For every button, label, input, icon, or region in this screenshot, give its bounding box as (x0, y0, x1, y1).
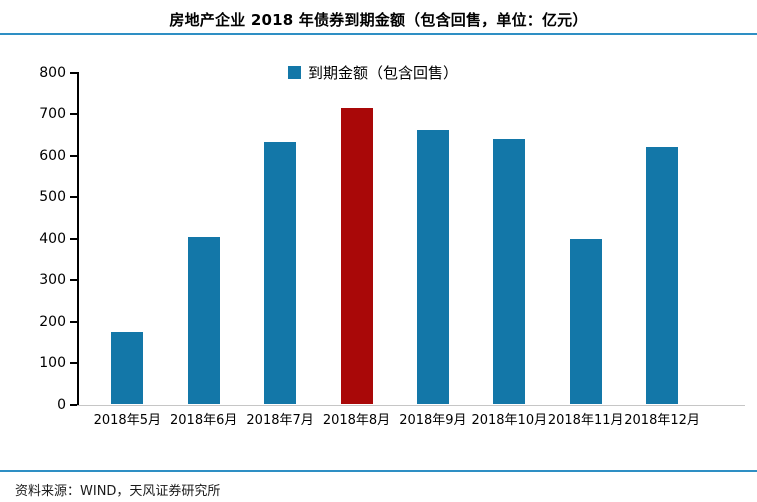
y-axis-tick (70, 113, 77, 116)
y-axis-tick-label: 500 (39, 189, 66, 206)
chart-legend: 到期金额（包含回售） (287, 62, 459, 83)
bar-2018年11月 (569, 239, 602, 405)
bar-2018年12月 (646, 147, 679, 405)
y-axis-tick (70, 279, 77, 282)
y-axis-tick-label: 800 (39, 64, 66, 81)
bar-2018年10月 (493, 138, 526, 405)
x-axis-label: 2018年11月 (547, 413, 624, 428)
y-axis-tick-label: 300 (39, 272, 66, 289)
y-axis-tick (70, 362, 77, 365)
y-axis-tick-label: 200 (39, 313, 66, 330)
y-axis-tick (70, 196, 77, 199)
legend-label: 到期金额（包含回售） (307, 64, 459, 82)
y-axis-tick (70, 320, 77, 323)
y-axis-tick (70, 71, 77, 74)
y-axis-tick-label: 400 (39, 230, 66, 247)
title-divider (0, 33, 757, 35)
x-axis-label: 2018年12月 (624, 413, 700, 428)
y-axis-tick (70, 237, 77, 240)
y-axis-tick-label: 700 (39, 106, 66, 123)
bar-2018年7月 (264, 141, 297, 405)
bar-2018年9月 (416, 129, 449, 405)
x-axis-baseline (77, 404, 745, 406)
x-axis-label: 2018年5月 (93, 413, 161, 428)
chart-title: 房地产企业 2018 年债券到期金额（包含回售，单位：亿元） (169, 11, 588, 29)
x-axis-label: 2018年10月 (471, 413, 548, 428)
y-axis-tick-label: 0 (57, 396, 66, 413)
footer-divider (0, 470, 757, 472)
bar-2018年5月 (111, 331, 144, 405)
x-axis-label: 2018年6月 (170, 413, 238, 428)
x-axis-label: 2018年8月 (322, 413, 391, 428)
y-axis-tick (70, 403, 77, 406)
bar-2018年6月 (187, 236, 220, 405)
y-axis-line (77, 71, 79, 406)
y-axis-tick-label: 600 (39, 147, 66, 164)
x-axis-label: 2018年9月 (399, 413, 467, 428)
y-axis-tick-label: 100 (39, 355, 66, 372)
bar-2018年8月 (340, 107, 373, 405)
source-note: 资料来源：WIND，天风证券研究所 (15, 484, 221, 499)
legend-swatch-icon (287, 66, 301, 79)
x-axis-label: 2018年7月 (246, 413, 314, 428)
y-axis-tick (70, 154, 77, 157)
